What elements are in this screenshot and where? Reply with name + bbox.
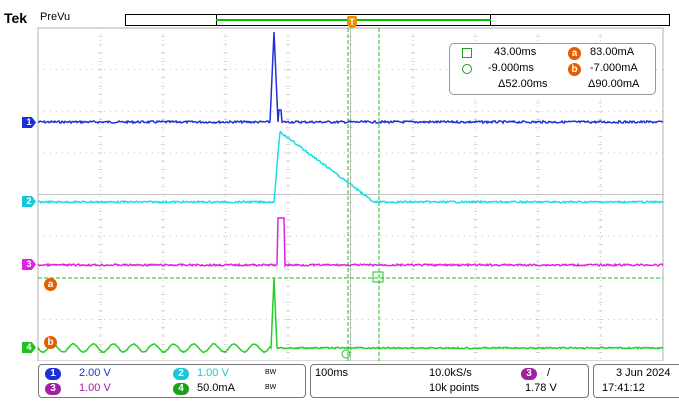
waveform-display[interactable]: 43.00ms a 83.00mA -9.000ms b -7.000mA Δ5… — [37, 27, 664, 362]
ch1-scale[interactable]: 2.00 V — [79, 367, 111, 379]
trigger-level[interactable]: 1.78 V — [525, 382, 557, 394]
square-cursor-icon — [462, 48, 472, 58]
ch3-scale[interactable]: 1.00 V — [79, 382, 111, 394]
date-time-box: 3 Jun 2024 17:41:12 — [593, 364, 679, 398]
ch2-bandwidth-limit-label: BW — [265, 369, 277, 376]
circle-cursor-icon — [462, 64, 472, 74]
ch4-badge[interactable]: 4 — [173, 383, 189, 395]
cursor-a-value: 83.00mA — [590, 46, 635, 58]
ch1-badge[interactable]: 1 — [45, 368, 61, 380]
trigger-source-badge[interactable]: 3 — [521, 368, 537, 380]
ch3-badge[interactable]: 3 — [45, 383, 61, 395]
cursor-a-time: 43.00ms — [494, 46, 537, 58]
date-label: 3 Jun 2024 — [616, 367, 671, 379]
timebase-scale[interactable]: 100ms — [315, 367, 349, 379]
acquisition-mode-label: PreVu — [40, 11, 71, 23]
channel-settings-box[interactable]: 1 2.00 V 2 1.00 V BW 3 1.00 V 4 50.0mA B… — [38, 364, 306, 398]
trigger-slope-icon[interactable]: / — [547, 367, 551, 379]
ch2-waveform — [37, 130, 664, 205]
graticule — [37, 27, 664, 362]
cursor-b-circle-icon[interactable] — [341, 349, 351, 359]
cursor-b-level-marker-icon[interactable]: b — [44, 336, 57, 349]
ch2-scale[interactable]: 1.00 V — [197, 367, 229, 379]
ch3-waveform — [37, 217, 664, 268]
trigger-position-label: T — [349, 17, 355, 27]
cursor-a-level-marker-icon[interactable]: a — [44, 278, 57, 291]
cursor-readout-panel: 43.00ms a 83.00mA -9.000ms b -7.000mA Δ5… — [449, 43, 656, 95]
ch3-ground-marker[interactable]: 3 — [22, 259, 36, 270]
cursor-a-badge-icon: a — [568, 47, 581, 60]
sample-rate: 10.0kS/s — [429, 367, 472, 379]
cursor-b-badge-icon: b — [568, 63, 581, 76]
acquisition-settings-box[interactable]: 100ms 10.0kS/s 10k points 3 / 1.78 V — [310, 364, 589, 398]
ch2-badge[interactable]: 2 — [173, 368, 189, 380]
time-label: 17:41:12 — [602, 382, 645, 394]
brand-logo: Tek — [4, 10, 28, 26]
cursor-a-square-icon[interactable] — [372, 271, 384, 283]
ch1-waveform — [37, 31, 664, 125]
ch4-waveform — [37, 277, 664, 354]
cursor-b-value: -7.000mA — [590, 62, 638, 74]
cursor-b-time: -9.000ms — [488, 62, 534, 74]
cursor-delta-value: Δ90.00mA — [588, 78, 640, 90]
ch4-bandwidth-limit-label: BW — [265, 384, 277, 391]
ch4-scale[interactable]: 50.0mA — [197, 382, 235, 394]
record-length: 10k points — [429, 382, 480, 394]
status-header: Tek PreVu T — [0, 0, 679, 28]
waveform-svg — [37, 27, 664, 362]
ch1-ground-marker[interactable]: 1 — [22, 117, 36, 128]
settings-footer: 1 2.00 V 2 1.00 V BW 3 1.00 V 4 50.0mA B… — [0, 361, 679, 409]
ch4-ground-marker[interactable]: 4 — [22, 342, 36, 353]
ch2-ground-marker[interactable]: 2 — [22, 196, 36, 207]
trigger-position-icon[interactable]: T — [347, 16, 357, 28]
cursor-delta-time: Δ52.00ms — [498, 78, 548, 90]
